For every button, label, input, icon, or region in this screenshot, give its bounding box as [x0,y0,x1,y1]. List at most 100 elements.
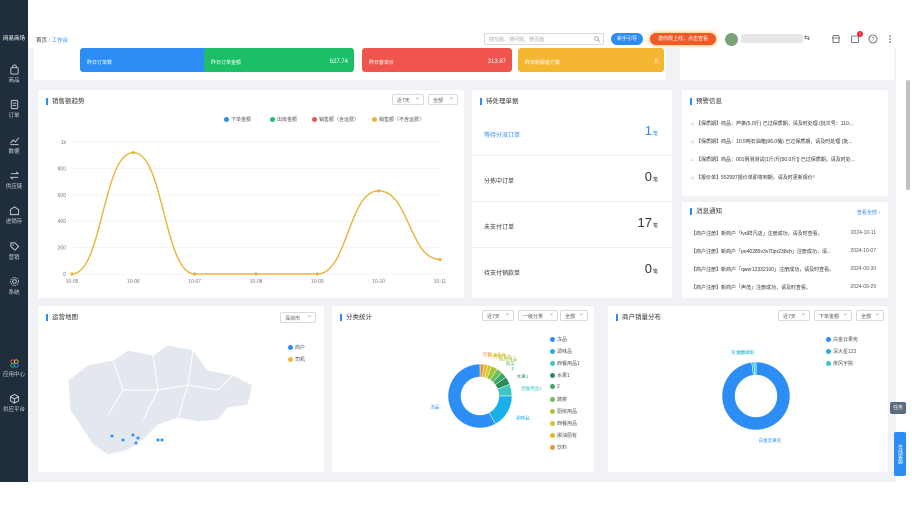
stat-card-new-customers[interactable]: 昨日新顾客户数 0 [518,48,664,72]
merchant-marker [131,433,135,437]
metric-dropdown[interactable]: 下单金额 [814,310,852,321]
filter-dropdown[interactable]: 全部 [428,94,458,105]
pending-value: 0笔 [644,261,658,276]
message-row[interactable]: 【商户注册】新商户「qwer12332100」注册成功，请及时查看。 2024-0… [691,266,876,273]
legend-item[interactable]: 销售额（含运费） [312,116,359,123]
search-icon[interactable] [594,36,600,42]
legend-item[interactable]: 白金云果宪 [826,336,858,343]
warning-row[interactable]: ⌂ 【保质期】商品：001例测测试(1斤/斤[50.0斤]) 已过保质期，请及时处… [691,157,855,163]
pending-row[interactable]: 分拣中订单 0笔 [472,156,672,202]
breadcrumb: 首页 / 工作台 [36,38,69,44]
legend-item[interactable]: 俟风宇院 [826,360,853,367]
pending-value: 17笔 [637,215,658,230]
sidebar-item-label: 订单 [8,113,20,119]
pending-row[interactable]: 待支付销款单 0笔 [472,248,672,294]
bell-icon[interactable] [850,34,860,44]
filter-dropdown[interactable]: 全部 [560,310,588,321]
slice-label: 调味品 [516,414,530,421]
range-dropdown[interactable]: 近7天 [778,310,810,321]
pending-row[interactable]: 未支付订单 17笔 [472,202,672,248]
slice-label: 白金云果宪 [759,437,782,444]
slice-label: 西餐用品 [493,353,511,360]
search-input[interactable]: 搜功能、搜问题、搜页面 [484,33,604,45]
sidebar-item-apps[interactable]: 应用中心 [0,358,28,378]
merchant-marker [134,441,138,445]
sidebar-item-marketing[interactable]: 营销 [0,241,28,261]
data-point [70,272,74,276]
pending-row[interactable]: 等待分派订单 1笔 [472,110,672,156]
task-tab[interactable]: 任务 [890,402,906,414]
swap-icon [9,171,19,180]
help-icon[interactable]: ? [868,34,878,44]
view-all-link[interactable]: 查看全部 › [856,210,880,216]
dashboard-content: 昨日订单数 2 昨日订单金额 627.74 昨日客单价 313.87 昨日新顾客… [28,48,896,482]
level-dropdown[interactable]: 一级分类 [518,310,558,321]
sidebar-item-supplier[interactable]: 供应平台 [0,393,28,413]
sidebar-item-goods[interactable]: 商品 [0,64,28,84]
warning-row[interactable]: ⌂ 【保质期】商品：10.5吨石油箱(96.0桶) 已过保质期，请及时处理 (批.… [691,139,853,145]
range-dropdown[interactable]: 近7天 [482,310,514,321]
pending-value: 0笔 [644,169,658,184]
stat-label: 昨日订单数 [87,60,113,66]
legend-item[interactable]: 西餐用品 [550,420,577,427]
warning-row[interactable]: ⌂ 【保质期】商品：芦笋(5.0斤) 已过保质期，请及时处理 (批次号：110..… [691,121,853,127]
legend-item[interactable]: 出库金额 [270,116,297,123]
breadcrumb-home[interactable]: 首页 [36,38,48,44]
sidebar-item-orders[interactable]: 订单 [0,99,28,119]
region-dropdown[interactable]: 深圳市 [280,312,316,323]
legend-item[interactable]: 下单金额 [224,116,251,123]
legend-item[interactable]: 冻品 [550,336,567,343]
warehouse-icon [9,206,19,216]
promo-button[interactable]: 邀你限上线，点击查看 [650,33,716,45]
y-tick-label: 800 [58,166,67,172]
user-name-blurred[interactable] [741,34,803,43]
doc-icon [10,99,18,110]
message-row[interactable]: 【商户注册】新商户「fvd祥凡店」注册成功，请及时查看。 2024-10-11 [691,230,876,237]
sidebar-item-label: 供应链 [5,184,23,190]
legend-item[interactable]: 2 [550,384,560,390]
avatar[interactable] [725,33,738,46]
legend-item[interactable]: 司机 [288,356,305,363]
switch-icon[interactable]: ⇆ [804,35,810,42]
range-dropdown[interactable]: 近7天 [392,94,424,105]
series-line [71,151,441,275]
legend-item[interactable]: 厨房用品 [550,408,577,415]
online-service-tab[interactable]: 在线客服 [894,432,906,476]
shenzhen-map[interactable] [58,330,258,470]
sidebar-item-label: 营销 [8,255,20,261]
legend-item[interactable]: 商户 [288,344,305,351]
legend-item[interactable]: 西餐用品1 [550,360,580,367]
legend-item[interactable]: 蔬菜 [550,396,567,403]
legend-item[interactable]: 销售额（不含运费） [372,116,424,123]
pending-label: 待支付销款单 [484,271,521,277]
legend-item[interactable]: 深大星123 [826,348,856,355]
data-point [377,189,381,193]
stat-card-amount[interactable]: 昨日订单金额 627.74 [204,48,354,72]
sidebar-item-inventory[interactable]: 进销存 [0,205,28,225]
sidebar-item-system[interactable]: 系统 [0,276,28,296]
new-user-guide-button[interactable]: 新手引导 [611,33,643,45]
merchant-marker [156,438,160,442]
store-icon[interactable] [831,34,841,44]
slice-label: 西餐用品1 [521,385,542,392]
legend-item[interactable]: 水果1 [550,372,570,379]
message-row[interactable]: 【商户注册】新商户「声茂」注册成功，请及时查看。 2024-09-29 [691,284,876,291]
legend-item[interactable]: 调味品 [550,348,572,355]
scrollbar[interactable] [906,80,910,190]
more-vertical-icon[interactable] [885,34,895,44]
legend-item[interactable]: 饮料 [550,444,567,451]
sidebar-item-data[interactable]: 数据 [0,135,28,155]
panel-title: 商户销量分布 [616,314,661,321]
warning-row[interactable]: ⌂ 【报价单】552997报价单即将到期，请及时更新报价！ [691,175,818,181]
sales-trend-panel: 销售额趋势 近7天 全部 下单金额 出库金额 销售额（含运费） 销售额（不含运费… [38,90,464,298]
filter-dropdown[interactable]: 全部 [856,310,884,321]
stat-card-unit-price[interactable]: 昨日客单价 313.87 [362,48,512,72]
merchant-marker [121,438,125,442]
legend-item[interactable]: 挪油厨有 [550,432,577,439]
data-point [315,272,319,276]
stat-value: 313.87 [487,59,506,65]
message-row[interactable]: 【商户注册】新商户「po40285v3v70pr238ch」注册成功，请... 2… [691,248,876,255]
sidebar-item-supply[interactable]: 供应链 [0,170,28,190]
y-tick-label: 600 [58,193,67,199]
